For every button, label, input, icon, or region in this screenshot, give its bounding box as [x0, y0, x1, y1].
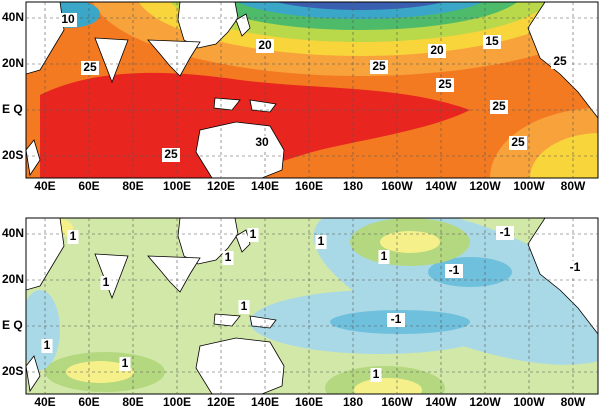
lon-label: 180 — [343, 395, 363, 406]
contour-label-bg — [41, 339, 53, 353]
contour-label: -1 — [391, 312, 402, 326]
lat-label: 20N — [2, 56, 24, 70]
lon-label: 180 — [343, 179, 363, 193]
contour-label-bg — [100, 276, 112, 290]
lon-label: 100W — [513, 395, 545, 406]
contour-label: 25 — [372, 59, 386, 73]
lat-label: 20S — [2, 148, 23, 162]
lon-label: 100E — [163, 395, 191, 406]
contour-label: 20 — [430, 43, 444, 57]
lon-label: 40E — [34, 395, 55, 406]
lon-label: 40E — [34, 179, 55, 193]
lon-label: 120W — [469, 179, 501, 193]
lon-label: 80W — [561, 179, 586, 193]
contour-label: 25 — [492, 99, 506, 113]
contour-label: -1 — [449, 263, 460, 277]
contour-label-bg — [253, 136, 271, 150]
contour-label-bg — [59, 13, 77, 27]
contour-label-bg — [387, 313, 405, 327]
lon-label: 160E — [295, 395, 323, 406]
contour-label-bg — [445, 264, 463, 278]
lon-label: 80E — [122, 179, 143, 193]
contour-label: 1 — [318, 234, 325, 248]
contour-label-bg — [370, 368, 382, 382]
contour-label-bg — [428, 44, 446, 58]
contour-label-bg — [496, 226, 514, 240]
contour-label: 20 — [258, 38, 272, 52]
lon-label: 100W — [513, 179, 545, 193]
contour-label: 1 — [381, 249, 388, 263]
contour-label-bg — [67, 230, 79, 244]
contour-label: 25 — [553, 54, 567, 68]
lat-label: 20S — [2, 364, 23, 378]
panel-frame — [25, 217, 599, 395]
contour-label-bg — [256, 39, 274, 53]
lon-label: 120E — [207, 395, 235, 406]
lat-label: E Q — [2, 102, 23, 116]
contour-label-bg — [315, 235, 327, 249]
contour-label: 1 — [225, 250, 232, 264]
contour-label: 1 — [250, 227, 257, 241]
lon-label: 140W — [425, 395, 457, 406]
contour-label-bg — [566, 261, 584, 275]
contour-label: 25 — [83, 60, 97, 74]
lat-label: 20N — [2, 272, 24, 286]
lat-label: 40N — [2, 226, 24, 240]
lon-label: 160W — [381, 395, 413, 406]
contour-label-bg — [81, 61, 99, 75]
lon-label: 100E — [163, 179, 191, 193]
contour-label-bg — [436, 78, 454, 92]
contour-label-bg — [483, 35, 501, 49]
lon-label: 160E — [295, 179, 323, 193]
lon-label: 140E — [251, 179, 279, 193]
lat-label: E Q — [2, 318, 23, 332]
contour-label-bg — [222, 251, 234, 265]
lon-label: 140E — [251, 395, 279, 406]
contour-label: 15 — [485, 34, 499, 48]
lon-label: 120W — [469, 395, 501, 406]
contour-label: 1 — [241, 299, 248, 313]
contour-label-bg — [247, 228, 259, 242]
lon-label: 140W — [425, 179, 457, 193]
panel-frame — [25, 1, 599, 179]
contour-label: 1 — [70, 229, 77, 243]
contour-label: 10 — [61, 12, 75, 26]
contour-label: 1 — [44, 338, 51, 352]
contour-label-bg — [509, 136, 527, 150]
contour-label-bg — [119, 357, 131, 371]
contour-label-bg — [490, 100, 508, 114]
lon-label: 120E — [207, 179, 235, 193]
lon-label: 160W — [381, 179, 413, 193]
lon-label: 60E — [78, 395, 99, 406]
contour-label-bg — [238, 300, 250, 314]
lon-label: 80E — [122, 395, 143, 406]
contour-label: 1 — [103, 275, 110, 289]
contour-label: 1 — [122, 356, 129, 370]
contour-label-bg — [370, 60, 388, 74]
lat-label: 40N — [2, 10, 24, 24]
contour-label: -1 — [570, 260, 581, 274]
sst-field — [26, 2, 598, 178]
contour-label-bg — [378, 250, 390, 264]
contour-label: 25 — [511, 135, 525, 149]
contour-label-bg — [551, 55, 569, 69]
contour-label: 30 — [255, 135, 269, 149]
contour-label: 25 — [438, 77, 452, 91]
contour-label: 25 — [164, 147, 178, 161]
lon-label: 80W — [561, 395, 586, 406]
lon-label: 60E — [78, 179, 99, 193]
contour-label-bg — [162, 148, 180, 162]
contour-label: 1 — [373, 367, 380, 381]
contour-label: -1 — [500, 225, 511, 239]
